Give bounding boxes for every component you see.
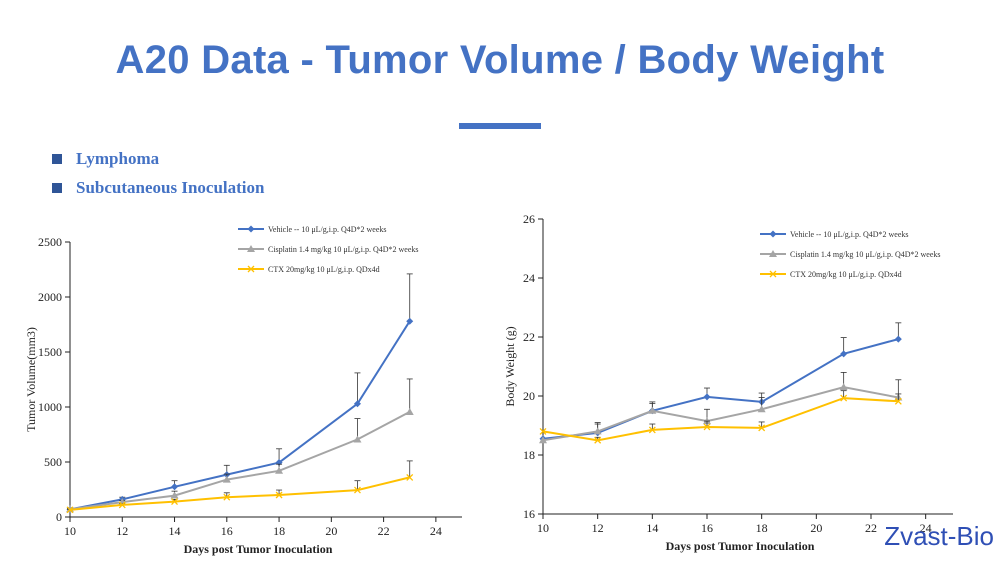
legend-entry: CTX 20mg/kg 10 μL/g,i.p. QDx4d <box>790 270 902 279</box>
data-point <box>539 436 547 444</box>
data-point <box>223 493 231 501</box>
data-point <box>354 486 361 494</box>
data-point <box>406 473 414 481</box>
legend-marker <box>769 230 777 238</box>
x-axis-label: Days post Tumor Inoculation <box>184 542 333 556</box>
data-point <box>405 407 414 415</box>
x-tick-label: 20 <box>325 524 337 538</box>
legend-entry: Cisplatin 1.4 mg/kg 10 μL/g,i.p. Q4D*2 w… <box>790 250 941 259</box>
y-tick-label: 18 <box>523 448 535 462</box>
x-tick-label: 14 <box>646 521 658 535</box>
brand-logo: Zvast-Bio <box>884 521 994 551</box>
x-tick-label: 24 <box>430 524 442 538</box>
x-tick-label: 22 <box>865 521 877 535</box>
y-tick-label: 2500 <box>38 235 62 249</box>
legend-entry: Cisplatin 1.4 mg/kg 10 μL/g,i.p. Q4D*2 w… <box>268 245 419 254</box>
y-tick-label: 20 <box>523 389 535 403</box>
legend-marker <box>247 265 255 273</box>
legend: Vehicle -- 10 μL/g,i.p. Q4D*2 weeks Cispl… <box>760 230 941 279</box>
bullet-item-lymphoma: Lymphoma <box>52 144 264 173</box>
x-tick-label: 10 <box>537 521 549 535</box>
bullet-square-icon <box>52 153 62 164</box>
data-point <box>648 426 656 434</box>
chart-2: 16 18 20 22 24 26 10 12 14 16 18 20 22 24 Days post Tu… <box>503 212 953 553</box>
series-3 <box>66 460 414 514</box>
y-tick-label: 24 <box>523 271 535 285</box>
bullet-text: Subcutaneous Inoculation <box>76 177 265 197</box>
data-point <box>840 350 848 358</box>
data-point <box>353 400 361 408</box>
data-point <box>222 475 231 483</box>
x-tick-label: 12 <box>116 524 128 538</box>
data-point <box>703 417 711 425</box>
data-point <box>406 317 414 325</box>
x-tick-label: 16 <box>701 521 713 535</box>
bullet-square-icon <box>52 182 62 193</box>
y-axis-label: Body Weight (g) <box>503 326 517 406</box>
x-tick-label: 12 <box>592 521 604 535</box>
chart-1: 0 500 1000 1500 2000 2500 10 12 14 16 18 20 22 24 Days… <box>24 225 462 556</box>
legend-entry: Vehicle -- 10 μL/g,i.p. Q4D*2 weeks <box>790 230 908 239</box>
x-tick-label: 14 <box>169 524 181 538</box>
data-point <box>275 466 284 474</box>
legend-marker <box>247 225 255 233</box>
legend: Vehicle -- 10 μL/g,i.p. Q4D*2 weeks Cispl… <box>238 225 419 274</box>
bullet-item-inoculation: Subcutaneous Inoculation <box>52 173 264 202</box>
y-tick-label: 22 <box>523 330 535 344</box>
data-point <box>171 483 179 491</box>
y-axis-label: Tumor Volume(mm3) <box>24 327 38 432</box>
x-tick-label: 18 <box>756 521 768 535</box>
y-tick-label: 500 <box>44 455 62 469</box>
series-line <box>69 411 411 511</box>
data-point <box>648 406 657 414</box>
x-tick-label: 22 <box>378 524 390 538</box>
data-point <box>594 436 602 444</box>
bullet-list: Lymphoma Subcutaneous Inoculation <box>52 144 264 202</box>
data-point <box>703 423 711 431</box>
series-2 <box>66 378 414 513</box>
series-3 <box>539 390 902 444</box>
title-underline <box>459 123 541 129</box>
legend-marker <box>769 250 777 257</box>
data-point <box>894 335 902 343</box>
y-tick-label: 0 <box>56 510 62 524</box>
legend-marker <box>769 270 777 278</box>
series-1 <box>539 322 902 443</box>
y-tick-label: 26 <box>523 212 535 226</box>
series-2 <box>539 371 903 444</box>
data-point <box>839 383 848 391</box>
y-tick-label: 16 <box>523 507 535 521</box>
y-tick-label: 2000 <box>38 290 62 304</box>
x-tick-label: 24 <box>920 521 932 535</box>
legend-marker <box>247 245 255 252</box>
data-point <box>894 397 902 405</box>
legend-entry: Vehicle -- 10 μL/g,i.p. Q4D*2 weeks <box>268 225 386 234</box>
legend-entry: CTX 20mg/kg 10 μL/g,i.p. QDx4d <box>268 265 380 274</box>
x-tick-label: 10 <box>64 524 76 538</box>
bullet-text: Lymphoma <box>76 148 160 168</box>
data-point <box>840 394 848 402</box>
x-axis-label: Days post Tumor Inoculation <box>666 539 815 553</box>
data-point <box>66 506 74 514</box>
data-point <box>593 427 602 435</box>
data-point <box>275 491 283 499</box>
page-title: A20 Data - Tumor Volume / Body Weight <box>115 38 885 82</box>
data-point <box>118 501 126 509</box>
x-tick-label: 20 <box>810 521 822 535</box>
data-point <box>703 393 711 401</box>
series-line <box>69 476 410 511</box>
data-point <box>539 427 547 435</box>
data-point <box>758 424 766 432</box>
data-point <box>171 498 178 506</box>
x-tick-label: 18 <box>273 524 285 538</box>
y-tick-label: 1500 <box>38 345 62 359</box>
x-tick-label: 16 <box>221 524 233 538</box>
y-tick-label: 1000 <box>38 400 62 414</box>
data-point <box>757 405 766 413</box>
data-point <box>170 491 179 499</box>
data-point <box>353 435 362 443</box>
